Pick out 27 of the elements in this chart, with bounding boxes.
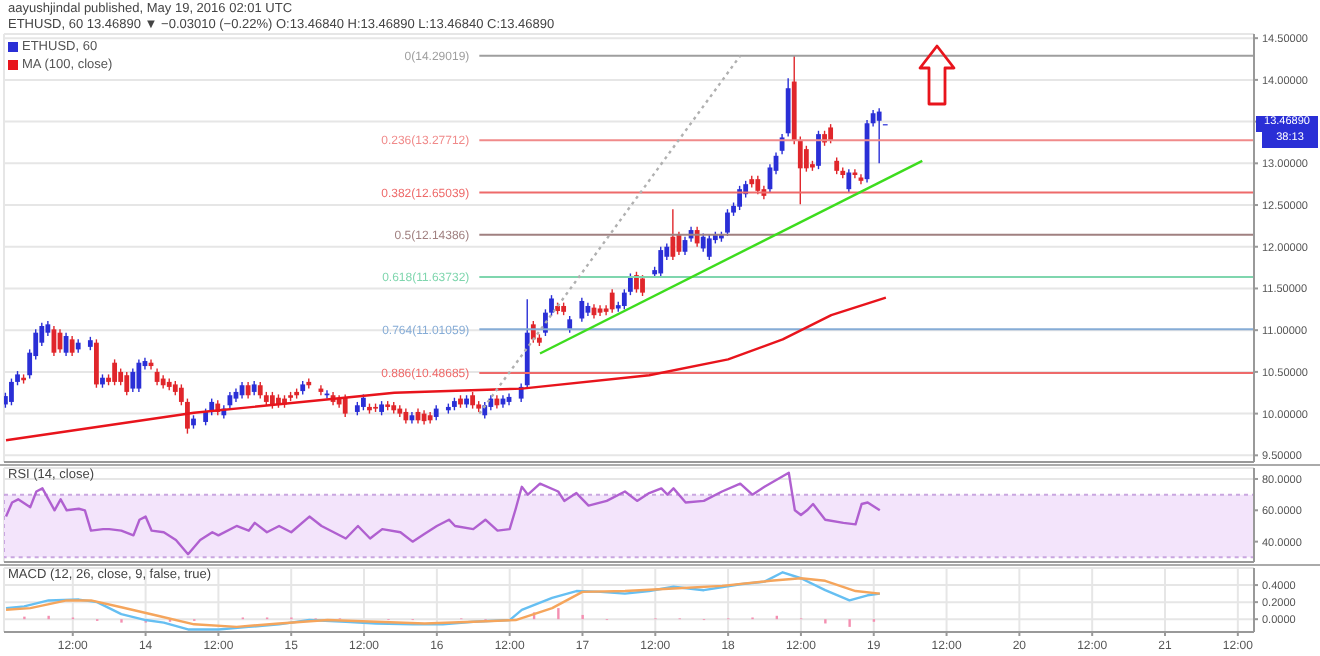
candlestick (852, 168, 858, 180)
candlestick (876, 107, 882, 165)
candlestick (706, 234, 712, 261)
candlestick (658, 246, 664, 278)
candlestick (737, 185, 743, 211)
candlestick (846, 168, 852, 194)
candlestick (342, 393, 348, 418)
candlestick (803, 145, 809, 173)
candlestick (579, 296, 585, 323)
candlestick (670, 208, 676, 261)
candlestick (94, 338, 99, 389)
candlestick (69, 335, 75, 357)
candlestick (9, 377, 14, 406)
candlestick (112, 358, 118, 386)
candlestick (828, 123, 834, 144)
candlestick (785, 77, 791, 138)
line-series (4, 296, 888, 442)
candlestick (609, 288, 615, 314)
candlestick (640, 274, 645, 297)
line-series (4, 471, 882, 556)
candlestick (725, 208, 730, 237)
candlestick (816, 130, 821, 170)
candlestick (124, 371, 130, 396)
candlestick (700, 232, 706, 253)
candlestick (136, 358, 142, 393)
candlestick (130, 367, 136, 393)
candlestick (755, 175, 761, 195)
